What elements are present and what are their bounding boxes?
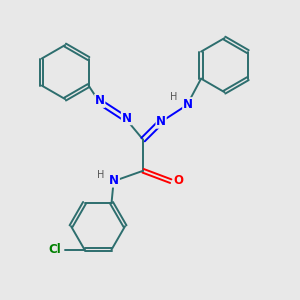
Text: Cl: Cl xyxy=(49,243,62,256)
Text: H: H xyxy=(170,92,178,102)
Text: O: O xyxy=(173,174,183,187)
Text: N: N xyxy=(95,94,105,107)
Text: N: N xyxy=(122,112,131,124)
Text: H: H xyxy=(97,170,104,180)
Text: N: N xyxy=(109,174,119,187)
Text: N: N xyxy=(183,98,193,111)
Text: N: N xyxy=(156,115,166,128)
